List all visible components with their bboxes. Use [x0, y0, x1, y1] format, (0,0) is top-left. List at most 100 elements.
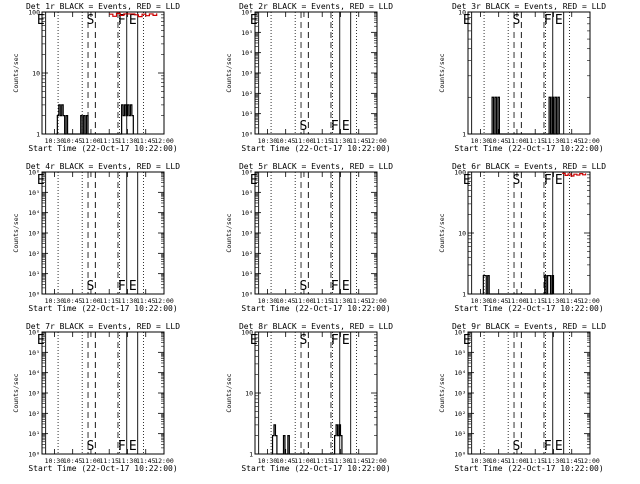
marker-label: E — [342, 119, 350, 134]
x-axis-label: Start Time (22-Oct-17 10:22:00) — [28, 464, 177, 473]
x-tick-label: 11:45 — [349, 137, 369, 145]
y-tick-label: 10³ — [28, 390, 40, 398]
plot-frame — [467, 11, 591, 135]
y-axis-label: Counts/sec — [438, 373, 446, 412]
x-tick-label: 10:45 — [489, 457, 509, 465]
y-tick-label: 10¹ — [28, 270, 40, 278]
marker-label: F — [331, 279, 339, 294]
x-tick-label: 10:30 — [471, 457, 491, 465]
y-tick-label: 1 — [249, 451, 253, 459]
marker-label: S — [300, 119, 308, 134]
marker-label: E — [129, 13, 137, 28]
x-tick-label: 11:45 — [349, 297, 369, 305]
y-tick-label: 10⁵ — [28, 189, 40, 197]
y-tick-label: 10⁴ — [454, 369, 466, 377]
y-tick-label: 10⁵ — [28, 349, 40, 357]
x-tick-label: 11:30 — [118, 137, 138, 145]
marker-label: F — [544, 173, 552, 188]
plot-frame — [41, 331, 165, 455]
marker-label: F — [118, 439, 126, 454]
y-tick-label: 10⁵ — [241, 29, 253, 37]
series-lld-line — [109, 12, 158, 18]
marker-label: E — [463, 173, 471, 188]
y-tick-label: 10³ — [28, 230, 40, 238]
x-tick-label: 11:00 — [81, 137, 101, 145]
marker-label: E — [37, 13, 45, 28]
x-tick-label: 10:45 — [63, 137, 83, 145]
marker-label: E — [129, 439, 137, 454]
x-tick-label: 11:15 — [99, 457, 119, 465]
y-tick-label: 10⁵ — [241, 189, 253, 197]
y-axis-label: Counts/sec — [225, 53, 233, 92]
x-tick-label: 10:45 — [489, 137, 509, 145]
marker-label: E — [250, 13, 258, 28]
plot-frame — [41, 171, 165, 295]
x-tick-label: 10:45 — [276, 457, 296, 465]
y-tick-label: 10⁶ — [241, 9, 253, 17]
y-tick-label: 10⁵ — [454, 349, 466, 357]
marker-label: S — [87, 13, 95, 28]
y-tick-label: 10⁰ — [454, 451, 466, 459]
series-events-line — [490, 96, 560, 135]
x-tick-label: 10:30 — [471, 137, 491, 145]
x-tick-label: 11:30 — [118, 297, 138, 305]
x-tick-label: 10:30 — [258, 457, 278, 465]
y-tick-label: 10⁴ — [28, 209, 40, 217]
y-tick-label: 10² — [454, 410, 466, 418]
x-tick-label: 10:30 — [471, 297, 491, 305]
x-tick-label: 10:30 — [45, 297, 65, 305]
y-axis-label: Counts/sec — [12, 213, 20, 252]
y-tick-label: 10² — [241, 250, 253, 258]
y-tick-label: 10⁶ — [28, 169, 40, 177]
chart-title: Det 8r BLACK = Events, RED = LLD — [239, 322, 393, 331]
x-tick-label: 11:00 — [294, 297, 314, 305]
series-lld-line — [562, 172, 587, 177]
series-events-line — [271, 424, 343, 455]
x-tick-label: 11:30 — [544, 137, 564, 145]
plot-frame — [254, 171, 378, 295]
chart-title: Det 5r BLACK = Events, RED = LLD — [239, 162, 393, 171]
x-tick-label: 11:45 — [562, 297, 582, 305]
y-tick-label: 10⁴ — [28, 369, 40, 377]
x-tick-label: 11:00 — [81, 457, 101, 465]
marker-label: E — [250, 333, 258, 348]
chart-title: Det 3r BLACK = Events, RED = LLD — [452, 2, 606, 11]
x-tick-label: 11:45 — [136, 137, 156, 145]
x-tick-label: 11:30 — [331, 297, 351, 305]
x-axis-label: Start Time (22-Oct-17 10:22:00) — [28, 144, 177, 153]
y-tick-label: 1 — [462, 131, 466, 139]
y-tick-label: 10¹ — [241, 270, 253, 278]
x-axis-label: Start Time (22-Oct-17 10:22:00) — [454, 464, 603, 473]
y-tick-label: 1 — [462, 291, 466, 299]
x-tick-label: 10:45 — [489, 297, 509, 305]
plot-frame — [467, 331, 591, 455]
y-tick-label: 10⁴ — [241, 209, 253, 217]
x-tick-label: 11:15 — [525, 137, 545, 145]
y-tick-label: 10⁴ — [241, 49, 253, 57]
x-tick-label: 11:30 — [331, 457, 351, 465]
x-tick-label: 11:00 — [507, 297, 527, 305]
marker-label: S — [300, 333, 308, 348]
x-tick-label: 12:00 — [367, 457, 387, 465]
chart-title: Det 4r BLACK = Events, RED = LLD — [26, 162, 180, 171]
chart-title: Det 9r BLACK = Events, RED = LLD — [452, 322, 606, 331]
x-tick-label: 11:15 — [525, 297, 545, 305]
y-axis-label: Counts/sec — [12, 373, 20, 412]
marker-label: S — [513, 173, 521, 188]
x-tick-label: 12:00 — [154, 457, 174, 465]
x-tick-label: 10:30 — [45, 137, 65, 145]
x-tick-label: 12:00 — [580, 457, 600, 465]
x-axis-label: Start Time (22-Oct-17 10:22:00) — [241, 464, 390, 473]
x-tick-label: 12:00 — [580, 137, 600, 145]
chart-title: Det 1r BLACK = Events, RED = LLD — [26, 2, 180, 11]
x-tick-label: 10:45 — [276, 137, 296, 145]
x-tick-label: 12:00 — [367, 297, 387, 305]
marker-label: E — [342, 279, 350, 294]
marker-label: S — [87, 439, 95, 454]
x-tick-label: 11:30 — [331, 137, 351, 145]
x-tick-label: 11:15 — [525, 457, 545, 465]
